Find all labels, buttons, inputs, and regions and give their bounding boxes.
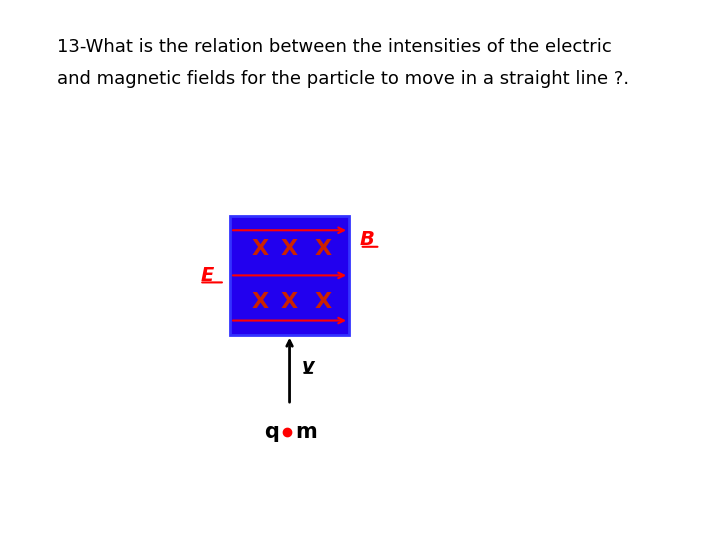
Text: X: X (251, 239, 269, 259)
Text: X: X (314, 292, 331, 312)
Text: and magnetic fields for the particle to move in a straight line ?.: and magnetic fields for the particle to … (58, 70, 629, 88)
Text: q: q (264, 422, 279, 442)
Text: X: X (281, 292, 298, 312)
Text: E: E (201, 266, 214, 285)
Text: m: m (295, 422, 317, 442)
Text: X: X (281, 239, 298, 259)
Text: X: X (314, 239, 331, 259)
Text: X: X (251, 292, 269, 312)
Text: 13-What is the relation between the intensities of the electric: 13-What is the relation between the inte… (58, 38, 612, 56)
Text: v: v (302, 357, 314, 376)
Text: B: B (360, 230, 374, 249)
Bar (230, 216, 349, 335)
